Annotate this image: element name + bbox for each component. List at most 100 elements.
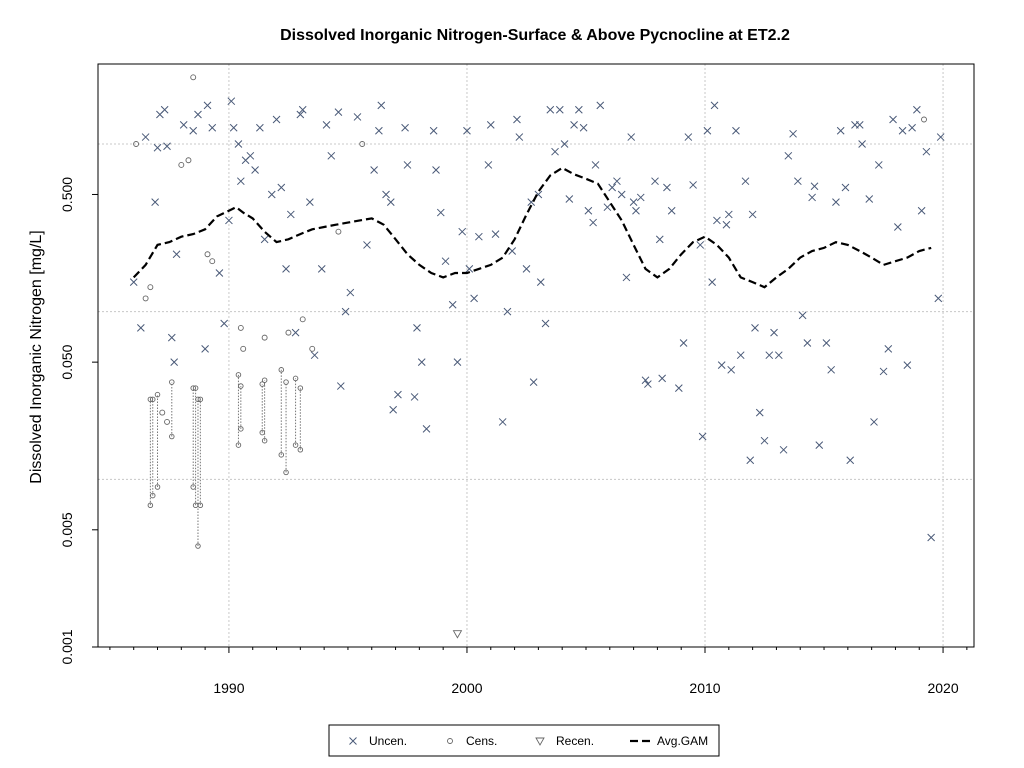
censored-point xyxy=(237,324,244,331)
uncensored-point xyxy=(422,425,431,433)
censored-point xyxy=(204,251,211,258)
uncensored-point xyxy=(448,300,457,309)
y-axis-label: Dissolved Inorganic Nitrogen [mg/L] xyxy=(28,230,45,483)
uncensored-point xyxy=(522,265,531,273)
censored-interval-high xyxy=(192,385,199,391)
uncensored-point xyxy=(267,190,276,199)
legend-box xyxy=(328,724,720,757)
uncensored-point xyxy=(256,123,264,132)
uncensored-point xyxy=(603,203,612,212)
data-points xyxy=(129,74,945,639)
uncensored-point xyxy=(934,294,943,303)
uncensored-point xyxy=(172,250,181,259)
uncensored-point xyxy=(658,374,667,383)
censored-interval-high xyxy=(169,379,175,385)
uncensored-point xyxy=(736,351,745,360)
censored-interval-low xyxy=(261,437,268,444)
uncensored-point xyxy=(141,133,150,141)
uncensored-point xyxy=(286,210,295,219)
y-tick-label: 0.005 xyxy=(59,512,75,547)
uncensored-point xyxy=(710,101,719,110)
censored-point xyxy=(133,141,140,147)
uncensored-point xyxy=(865,195,874,203)
censored-interval-low xyxy=(195,543,201,549)
uncensored-point xyxy=(417,358,426,366)
legend-label: Uncen. xyxy=(369,734,407,748)
uncensored-point xyxy=(591,161,600,169)
chart-title: Dissolved Inorganic Nitrogen-Surface & A… xyxy=(280,27,790,44)
uncensored-point xyxy=(879,367,888,376)
censored-point xyxy=(185,157,192,164)
grid xyxy=(98,64,974,647)
uncensored-point xyxy=(167,333,176,342)
uncensored-point xyxy=(770,328,778,337)
y-axis: 0.001 0.005 0.050 0.500 xyxy=(59,177,98,665)
uncensored-point xyxy=(870,418,878,426)
uncensored-point xyxy=(741,177,750,186)
uncensored-point xyxy=(708,278,717,286)
uncensored-point xyxy=(151,198,159,206)
uncensored-point xyxy=(322,121,331,129)
censored-point xyxy=(299,316,306,323)
uncensored-point xyxy=(803,339,812,347)
censored-interval-low xyxy=(297,447,304,453)
uncensored-point xyxy=(613,177,621,186)
uncensored-point xyxy=(651,177,659,186)
uncensored-point xyxy=(327,151,336,160)
uncensored-point xyxy=(508,247,517,255)
uncensored-point xyxy=(832,198,840,206)
uncensored-point xyxy=(798,311,807,320)
uncensored-point xyxy=(760,436,769,445)
uncensored-point xyxy=(220,319,229,328)
censored-point xyxy=(921,116,927,123)
uncensored-point xyxy=(163,142,171,151)
uncensored-point xyxy=(229,123,238,132)
uncensored-point xyxy=(194,110,202,119)
uncensored-point xyxy=(382,190,390,199)
x-tick-label: 2000 xyxy=(451,680,482,696)
uncensored-point xyxy=(565,195,574,203)
uncensored-point xyxy=(822,339,831,347)
censored-interval-high xyxy=(261,377,268,383)
censored-point xyxy=(240,345,247,352)
uncensored-point xyxy=(296,110,305,119)
censored-point xyxy=(164,418,170,425)
uncensored-point xyxy=(570,121,578,129)
x-axis: 1990 2000 2010 2020 xyxy=(109,647,968,696)
uncensored-point xyxy=(608,183,617,192)
uncensored-point xyxy=(765,351,774,360)
uncensored-point xyxy=(486,121,495,129)
uncensored-point xyxy=(179,121,188,129)
uncensored-point xyxy=(215,269,224,277)
legend-x-icon xyxy=(349,737,357,745)
uncensored-point xyxy=(503,307,512,316)
uncensored-point xyxy=(465,265,474,273)
uncensored-point xyxy=(317,265,326,273)
uncensored-point xyxy=(225,216,233,225)
uncensored-point xyxy=(341,307,350,316)
censored-point xyxy=(178,161,185,168)
plot-frame xyxy=(97,63,975,648)
uncensored-point xyxy=(810,182,819,191)
censored-interval-low xyxy=(292,442,299,448)
uncensored-point xyxy=(632,206,640,215)
censored-interval-low xyxy=(147,502,154,509)
uncensored-point xyxy=(334,108,343,116)
uncensored-point xyxy=(470,294,478,303)
uncensored-point xyxy=(153,143,162,152)
censored-interval-low xyxy=(149,492,156,499)
uncensored-point xyxy=(755,408,764,417)
uncensored-point xyxy=(170,358,179,366)
uncensored-point xyxy=(684,133,693,141)
uncensored-point xyxy=(282,265,290,273)
uncensored-point xyxy=(789,129,797,138)
uncensored-point xyxy=(536,278,545,286)
y-tick-label: 0.001 xyxy=(59,629,75,664)
uncensored-point xyxy=(579,123,588,132)
uncensored-point xyxy=(655,235,664,244)
uncensored-point xyxy=(394,390,402,399)
uncensored-point xyxy=(236,177,245,186)
uncensored-point xyxy=(779,445,788,454)
uncensored-point xyxy=(515,133,524,141)
y-tick-label: 0.500 xyxy=(59,177,75,212)
